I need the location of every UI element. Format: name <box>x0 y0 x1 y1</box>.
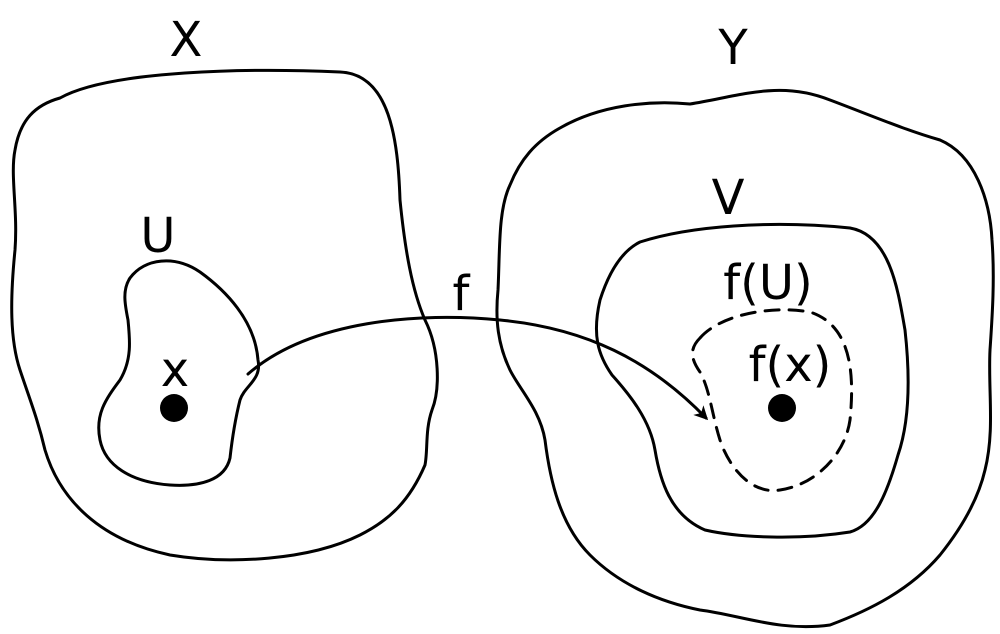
set-v-label: V <box>712 170 745 226</box>
set-x-label: X <box>170 12 203 68</box>
map-f-label: f <box>453 266 471 322</box>
point-x-label: x <box>161 342 189 398</box>
point-fx-dot <box>768 394 796 422</box>
set-v-boundary <box>594 223 910 539</box>
image-u-label: f(U) <box>723 255 812 311</box>
set-u-label: U <box>140 208 175 264</box>
image-u-boundary <box>691 308 854 492</box>
point-x-dot <box>160 394 188 422</box>
set-x-boundary <box>10 68 439 562</box>
map-f-arrow <box>246 315 709 421</box>
set-u-boundary <box>97 259 261 487</box>
set-y-boundary <box>495 88 995 629</box>
set-y-label: Y <box>717 20 748 76</box>
image-x-label: f(x) <box>749 337 832 393</box>
